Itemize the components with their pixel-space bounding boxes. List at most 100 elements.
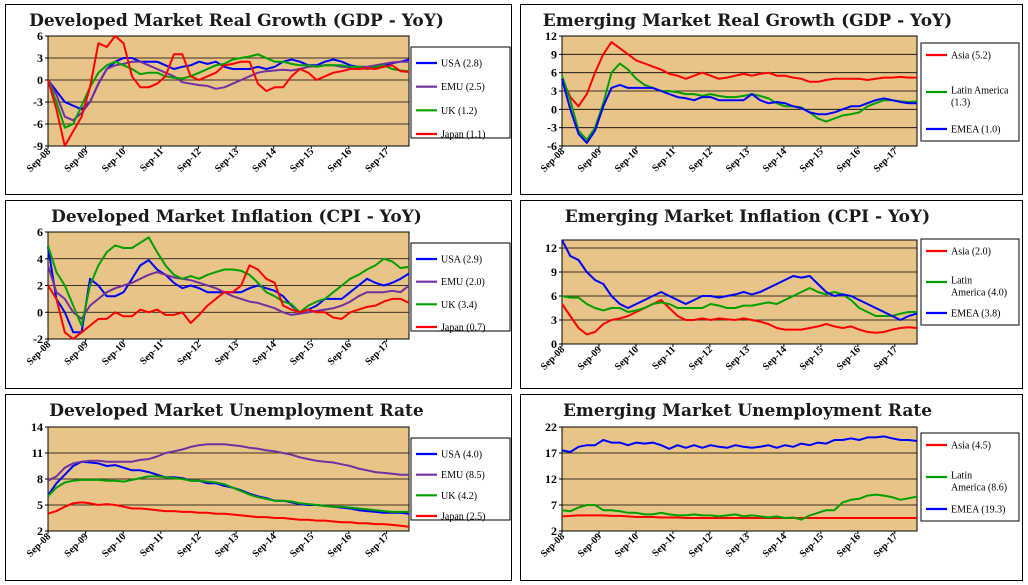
series-line-asia-5-2 <box>561 41 917 108</box>
y-tick-label: 12 <box>545 472 557 486</box>
legend-label-usa-2-9: USA (2.9) <box>441 255 482 266</box>
x-tick-label: Sep-12 <box>687 531 715 559</box>
y-tick-label: 12 <box>545 241 557 255</box>
series-line-uk-4-2 <box>47 475 409 513</box>
chart-title: Emerging Market Inflation (CPI - YoY) <box>565 207 930 227</box>
chart-panel-em-cpi: Emerging Market Inflation (CPI - YoY) 12 9… <box>520 200 1023 389</box>
legend: Asia (4.5) Latin America (8.6) EMEA (19.3) <box>920 432 1020 522</box>
y-tick-label: 9 <box>551 47 557 61</box>
legend-label-uk-4-2: UK (4.2) <box>441 491 477 502</box>
y-tick-label: 3 <box>37 51 43 65</box>
x-tick-label: Sep-10 <box>613 531 641 559</box>
x-tick-label: Sep-14 <box>251 339 279 367</box>
x-tick-label: Sep-13 <box>724 146 752 174</box>
legend-label-asia-4-5: Asia (4.5) <box>951 441 991 452</box>
x-tick-label: Sep-10 <box>100 339 128 367</box>
x-tick-label: Sep-16 <box>326 339 354 367</box>
chart-title: Emerging Market Unemployment Rate <box>563 401 932 421</box>
x-tick-label: Sep-17 <box>872 344 900 372</box>
chart-title: Developed Market Real Growth (GDP - YoY) <box>29 11 444 31</box>
legend-label-uk-1-2: UK (1.2) <box>441 106 477 117</box>
chart-title: Emerging Market Real Growth (GDP - YoY) <box>543 11 952 31</box>
x-tick-label: Sep-12 <box>175 531 203 559</box>
x-tick-label: Sep-14 <box>761 146 789 174</box>
legend-label-emea-1-0: EMEA (1.0) <box>951 125 1000 136</box>
y-tick-label: 12 <box>545 29 557 43</box>
x-tick-label: Sep-16 <box>835 344 863 372</box>
chart-dm-unemployment: Developed Market Unemployment Rate 14 11 8 5… <box>25 401 511 560</box>
y-tick-label: 6 <box>37 225 43 239</box>
x-tick-label: Sep-09 <box>63 531 91 559</box>
legend-label-emu-8-5: EMU (8.5) <box>441 470 485 481</box>
y-tick-label: 17 <box>545 446 557 460</box>
x-tick-label: Sep-16 <box>326 531 354 559</box>
chart-em-unemployment: Emerging Market Unemployment Rate 22 17 12 7… <box>539 401 1020 560</box>
x-tick-label: Sep-17 <box>363 531 391 559</box>
x-tick-label: Sep-13 <box>724 531 752 559</box>
series-line-japan-1-1 <box>47 35 410 147</box>
x-tick-label: Sep-15 <box>798 146 826 174</box>
x-tick-label: Sep-13 <box>213 146 241 174</box>
x-tick-label: Sep-12 <box>175 146 203 174</box>
x-tick-label: Sep-09 <box>63 339 91 367</box>
series-line-uk-1-2 <box>47 53 410 129</box>
y-tick-label: 5 <box>37 498 43 512</box>
legend-label-emu-2-5: EMU (2.5) <box>441 82 485 93</box>
x-tick-label: Sep-17 <box>872 531 900 559</box>
chart-panel-em-unemployment: Emerging Market Unemployment Rate 22 17 12 7… <box>520 394 1023 581</box>
x-tick-label: Sep-11 <box>138 531 166 559</box>
y-tick-label: 6 <box>551 289 557 303</box>
y-tick-label: 6 <box>551 66 557 80</box>
legend-label-asia-2-0: Asia (2.0) <box>951 247 991 258</box>
x-tick-label: Sep-10 <box>100 146 128 174</box>
x-tick-label: Sep-15 <box>798 344 826 372</box>
x-tick-label: Sep-14 <box>251 146 279 174</box>
chart-title: Developed Market Inflation (CPI - YoY) <box>51 207 422 227</box>
x-tick-label: Sep-09 <box>576 344 604 372</box>
series-line-latin-america-4-0 <box>561 287 917 317</box>
series-line-emea-19-3 <box>561 435 918 453</box>
y-tick-label: 3 <box>551 84 557 98</box>
x-tick-label: Sep-11 <box>650 531 678 559</box>
legend: Asia (5.2) Latin America (1.3) EMEA (1.0) <box>920 42 1020 142</box>
x-tick-label: Sep-12 <box>175 339 203 367</box>
plot-area <box>561 239 918 345</box>
series-line-latin-america-1-3 <box>561 62 918 141</box>
y-tick-label: 3 <box>551 313 557 327</box>
legend: USA (4.0) EMU (8.5) UK (4.2) Japan (2.5) <box>410 437 511 523</box>
x-tick-label: Sep-16 <box>835 146 863 174</box>
legend-box <box>410 437 511 521</box>
chart-panel-em-gdp: Emerging Market Real Growth (GDP - YoY) 1… <box>520 4 1023 195</box>
x-tick-label: Sep-14 <box>761 344 789 372</box>
x-tick-label: Sep-10 <box>100 531 128 559</box>
x-tick-label: Sep-12 <box>687 344 715 372</box>
series-line-emea-1-0 <box>561 78 917 144</box>
x-tick-label: Sep-09 <box>63 146 91 174</box>
x-tick-label: Sep-11 <box>138 339 166 367</box>
y-tick-label: 0 <box>37 305 43 319</box>
legend-label-asia-5-2: Asia (5.2) <box>951 51 991 62</box>
chart-dm-cpi: Developed Market Inflation (CPI - YoY) 6 4… <box>25 207 511 368</box>
chart-panel-dm-unemployment: Developed Market Unemployment Rate 14 11 8 5… <box>5 394 512 581</box>
legend-label-latin-america-8-6: Latin America (8.6) <box>951 471 1007 494</box>
legend: USA (2.9) EMU (2.0) UK (3.4) Japan (0.7) <box>410 242 511 334</box>
series-line-emu-2-0 <box>47 265 410 320</box>
y-tick-label: 7 <box>551 498 557 512</box>
x-tick-label: Sep-12 <box>687 146 715 174</box>
series-line-japan-2-5 <box>47 501 410 528</box>
x-tick-label: Sep-10 <box>613 146 641 174</box>
legend-label-uk-3-4: UK (3.4) <box>441 300 477 311</box>
legend-label-latin-america-4-0: Latin America (4.0) <box>951 276 1007 299</box>
x-tick-label: Sep-13 <box>213 339 241 367</box>
series-line-emu-8-5 <box>47 443 409 482</box>
x-tick-label: Sep-09 <box>576 146 604 174</box>
legend-box <box>410 242 511 332</box>
legend-label-emea-3-8: EMEA (3.8) <box>951 309 1000 320</box>
legend: USA (2.8) EMU (2.5) UK (1.2) Japan (1.1) <box>410 46 511 141</box>
chart-dm-gdp: Developed Market Real Growth (GDP - YoY)… <box>25 11 511 175</box>
legend-label-japan-0-7: Japan (0.7) <box>441 323 485 334</box>
x-tick-label: Sep-16 <box>326 146 354 174</box>
y-tick-label: 9 <box>551 265 557 279</box>
y-tick-label: -3 <box>33 95 43 109</box>
y-tick-label: -9 <box>33 139 43 153</box>
